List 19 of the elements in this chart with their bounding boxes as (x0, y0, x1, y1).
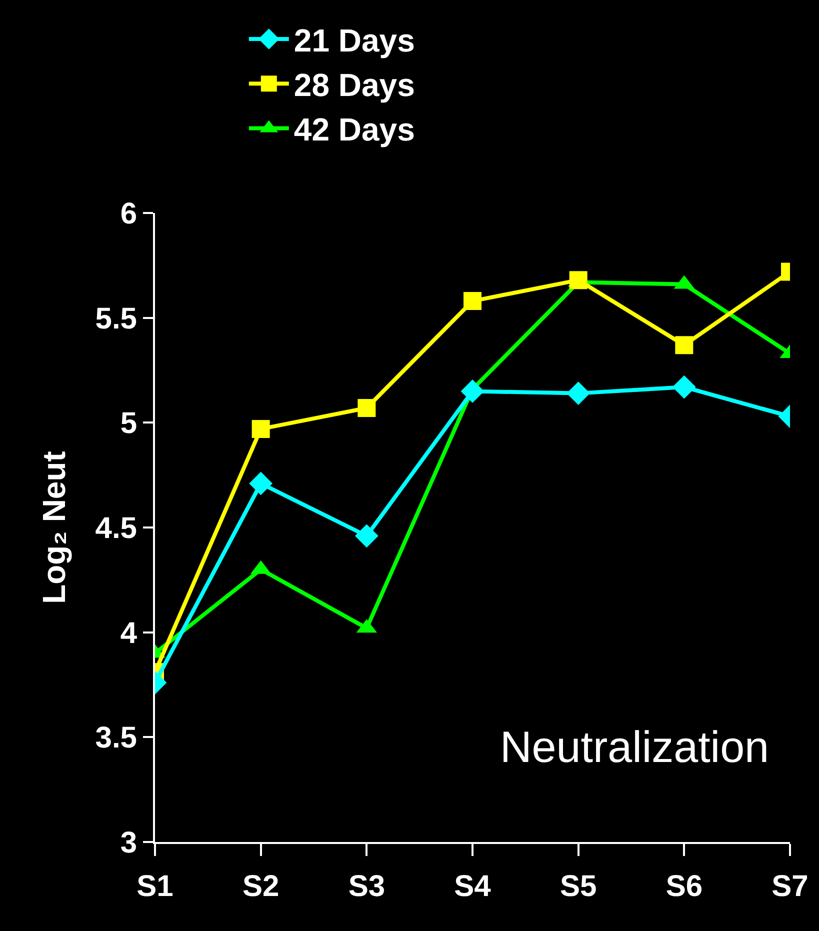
y-tick-label: 4.5 (95, 512, 137, 545)
legend-label: 42 Days (294, 112, 415, 148)
x-tick-label: S4 (454, 870, 492, 903)
legend-label: 28 Days (294, 67, 415, 104)
y-axis-title: Log₂ Neut (36, 450, 72, 604)
x-tick-label: S3 (348, 870, 386, 903)
y-tick-label: 3.5 (95, 722, 137, 755)
y-tick-label: 5.5 (95, 302, 137, 336)
x-tick-label: S6 (666, 870, 703, 903)
x-tick-label: S1 (136, 870, 174, 903)
y-tick-label: 3 (120, 826, 137, 860)
y-tick-label: 5 (120, 407, 137, 440)
x-tick-label: S7 (772, 870, 808, 903)
annotation: Neutralization (500, 723, 770, 772)
legend-label: 21 Days (294, 22, 415, 58)
y-tick-label: 6 (120, 198, 137, 230)
x-tick-label: S2 (242, 870, 280, 903)
y-tick-label: 4 (120, 616, 138, 650)
x-tick-label: S5 (560, 870, 597, 903)
